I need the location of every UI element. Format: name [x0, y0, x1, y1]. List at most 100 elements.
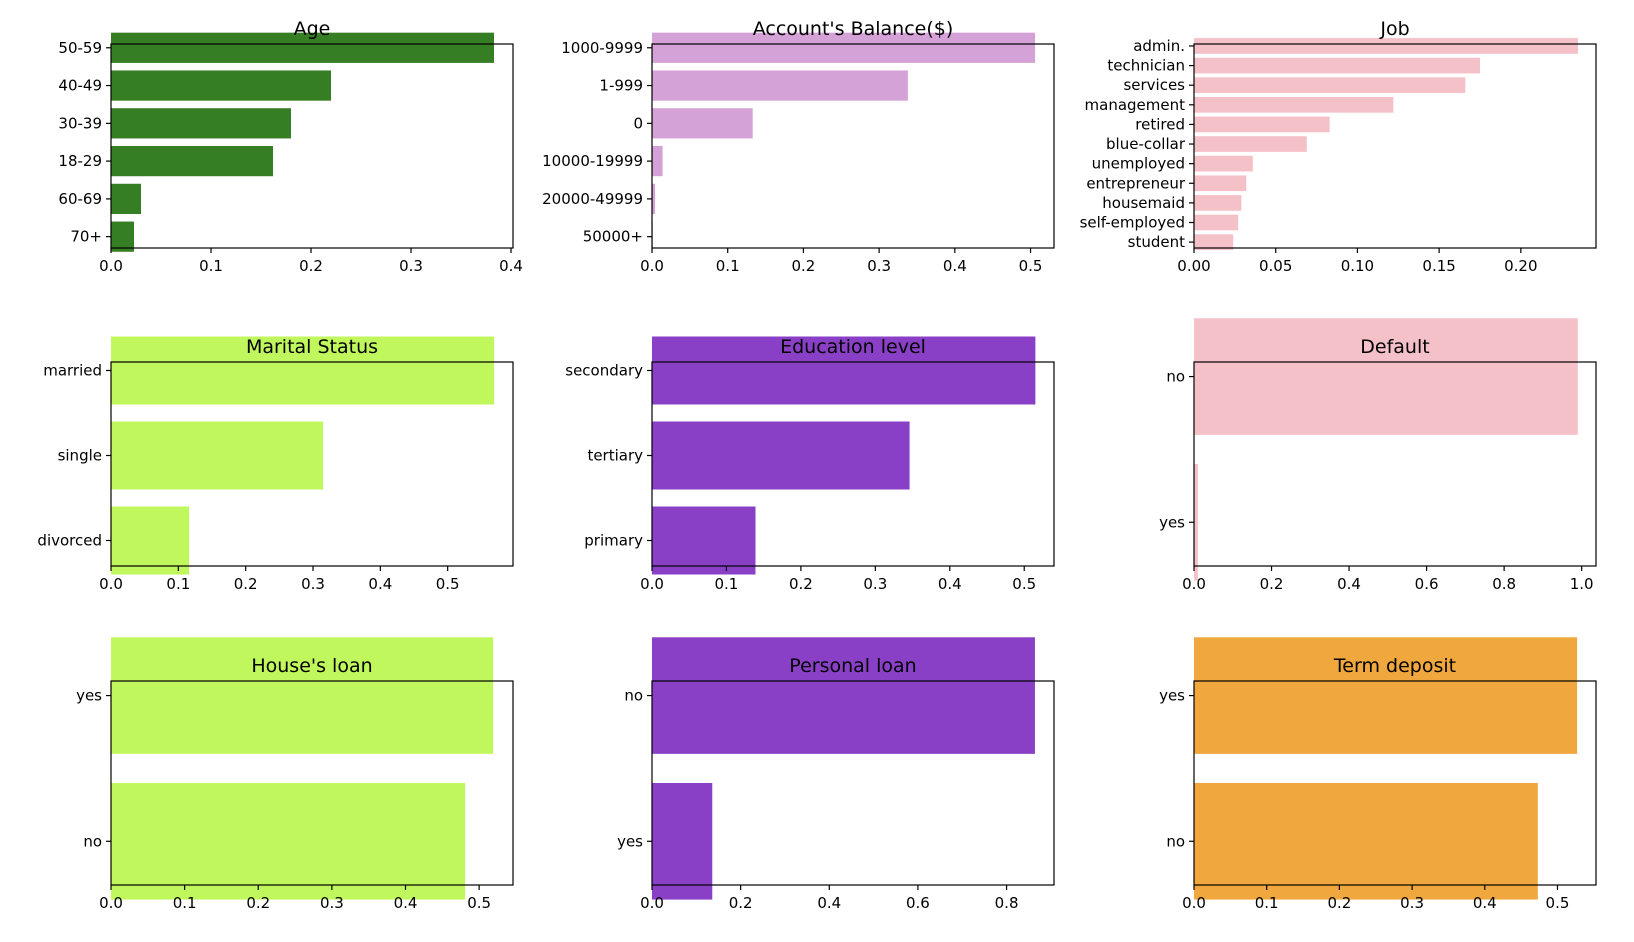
panel-title: Marital Status — [246, 336, 378, 358]
panel-title: Default — [1360, 336, 1429, 358]
ytick-label: entrepreneur — [1086, 174, 1186, 192]
ytick-label: 50000+ — [583, 228, 643, 246]
ytick-label: primary — [584, 532, 643, 550]
bar-job-blue-collar — [1194, 136, 1307, 152]
xtick-label: 0.2 — [791, 257, 815, 275]
bar-term-deposit-no — [1194, 783, 1538, 900]
xtick-label: 0.0 — [1182, 575, 1206, 593]
bar-education-level-primary — [652, 506, 756, 575]
ytick-label: no — [624, 687, 643, 705]
xtick-label: 0.0 — [99, 257, 123, 275]
ytick-label: management — [1085, 96, 1186, 114]
xtick-label: 0.5 — [1019, 257, 1043, 275]
xtick-label: 1.0 — [1570, 575, 1594, 593]
panel-title: Education level — [780, 336, 926, 358]
ytick-label: yes — [1159, 687, 1185, 705]
bar-job-self-employed — [1194, 214, 1239, 231]
axes-frame — [110, 43, 514, 249]
panel-title: Term deposit — [1333, 655, 1456, 677]
xtick-label: 0.0 — [99, 575, 123, 593]
ytick-label: student — [1128, 233, 1185, 251]
ytick-label: single — [58, 447, 102, 465]
bar-education-level-tertiary — [652, 421, 910, 490]
xtick-label: 0.0 — [640, 257, 664, 275]
xtick-label: 0.4 — [368, 575, 392, 593]
xtick-label: 0.2 — [246, 894, 270, 912]
ytick-label: housemaid — [1102, 194, 1185, 212]
axes-frame — [1193, 361, 1597, 567]
bar-job-management — [1194, 96, 1394, 113]
xtick-label: 0.1 — [715, 575, 739, 593]
xtick-label: 0.1 — [199, 257, 223, 275]
xtick-label: 0.4 — [943, 257, 967, 275]
xtick-label: 0.5 — [1012, 575, 1036, 593]
bar-education-level-secondary — [652, 336, 1036, 405]
ytick-label: self-employed — [1080, 214, 1185, 232]
ytick-label: 0 — [633, 114, 643, 132]
xtick-label: 0.6 — [906, 894, 930, 912]
bar-job-entrepreneur — [1194, 175, 1247, 192]
panel-title: Job — [1379, 18, 1409, 40]
ytick-label: 50-59 — [58, 39, 102, 57]
xtick-label: 0.2 — [789, 575, 813, 593]
xtick-label: 0.2 — [299, 257, 323, 275]
xtick-label: 0.2 — [234, 575, 258, 593]
bar-age-18-29 — [111, 146, 273, 177]
bar-marital-status-single — [111, 421, 324, 490]
bar-job-housemaid — [1194, 195, 1242, 211]
xtick-label: 0.0 — [640, 575, 664, 593]
xtick-label: 0.4 — [817, 894, 841, 912]
axes-frame — [110, 361, 514, 567]
axes-frame — [651, 680, 1055, 886]
bar-account-s-balance-10000-19999 — [652, 146, 663, 177]
xtick-label: 0.1 — [173, 894, 197, 912]
xtick-label: 0.15 — [1422, 257, 1455, 275]
xtick-label: 0.6 — [1415, 575, 1439, 593]
bar-account-s-balance-1000-9999 — [652, 32, 1036, 63]
bar-job-retired — [1194, 116, 1330, 133]
xtick-label: 0.00 — [1177, 257, 1210, 275]
xtick-label: 0.0 — [1182, 894, 1206, 912]
panel-house-s-loan: no yes 0.0 0.1 0.2 0.3 0.4 0.5 House's loan — [76, 637, 514, 912]
panel-title: Account's Balance($) — [753, 18, 954, 40]
bar-house-s-loan-yes — [111, 637, 494, 754]
xtick-label: 0.05 — [1259, 257, 1292, 275]
xtick-label: 0.5 — [467, 894, 491, 912]
panel-term-deposit: no yes 0.0 0.1 0.2 0.3 0.4 0.5 Term deposit — [1159, 637, 1597, 912]
panel-marital-status: divorced single married 0.0 0.1 0.2 0.3 0.4 0.5 M… — [37, 336, 514, 593]
xtick-label: 0.8 — [995, 894, 1019, 912]
bar-marital-status-divorced — [111, 506, 190, 575]
axes-frame — [651, 43, 1055, 249]
xtick-label: 0.4 — [1337, 575, 1361, 593]
ytick-label: yes — [1159, 513, 1185, 531]
xtick-label: 0.3 — [863, 575, 887, 593]
ytick-label: divorced — [37, 532, 102, 550]
axes-frame — [651, 361, 1055, 567]
bar-job-student — [1194, 234, 1234, 250]
xtick-label: 0.2 — [1327, 894, 1351, 912]
panel-title: Age — [294, 18, 331, 40]
bar-age-30-39 — [111, 108, 291, 139]
bar-account-s-balance-1-999 — [652, 70, 908, 101]
xtick-label: 0.1 — [166, 575, 190, 593]
xtick-label: 0.8 — [1492, 575, 1516, 593]
xtick-label: 0.1 — [1255, 894, 1279, 912]
ytick-label: secondary — [565, 362, 643, 380]
axes-frame — [1193, 43, 1597, 249]
panel-age: 70+ 60-69 18-29 30-39 40-49 50-59 0.0 0.1 0.2 0.3… — [58, 18, 523, 275]
ytick-label: no — [83, 832, 102, 850]
xtick-label: 0.2 — [1260, 575, 1284, 593]
ytick-label: 40-49 — [58, 77, 102, 95]
ytick-label: 1000-9999 — [561, 39, 643, 57]
ytick-label: married — [43, 362, 102, 380]
bar-age-40-49 — [111, 70, 331, 101]
xtick-label: 0.3 — [1400, 894, 1424, 912]
panel-account-s-balance: 50000+ 20000-49999 10000-19999 0 1-999 1000-9… — [542, 18, 1055, 275]
bar-job-technician — [1194, 57, 1480, 74]
xtick-label: 0.3 — [399, 257, 423, 275]
bar-job-admin — [1194, 38, 1579, 54]
xtick-label: 0.4 — [394, 894, 418, 912]
panel-default: yes no 0.0 0.2 0.4 0.6 0.8 1.0 Default — [1159, 318, 1597, 593]
